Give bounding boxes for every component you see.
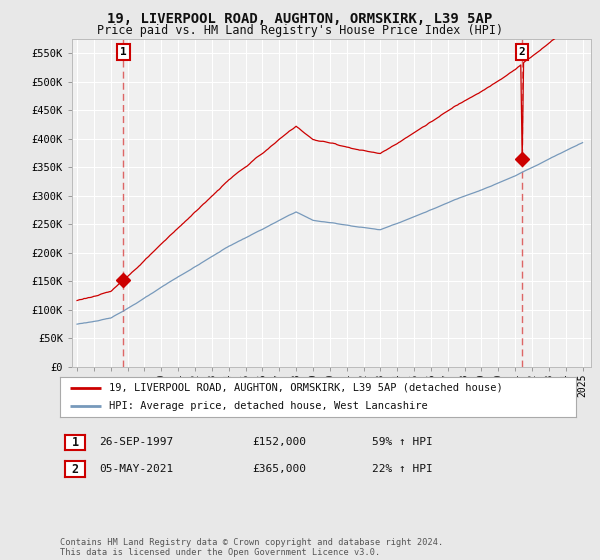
Text: Contains HM Land Registry data © Crown copyright and database right 2024.
This d: Contains HM Land Registry data © Crown c… — [60, 538, 443, 557]
Text: 19, LIVERPOOL ROAD, AUGHTON, ORMSKIRK, L39 5AP (detached house): 19, LIVERPOOL ROAD, AUGHTON, ORMSKIRK, L… — [109, 383, 503, 393]
Text: 05-MAY-2021: 05-MAY-2021 — [99, 464, 173, 474]
Text: 2: 2 — [519, 46, 526, 57]
Text: 1: 1 — [120, 46, 127, 57]
Text: Price paid vs. HM Land Registry's House Price Index (HPI): Price paid vs. HM Land Registry's House … — [97, 24, 503, 37]
Text: 2: 2 — [71, 463, 79, 476]
Text: £152,000: £152,000 — [252, 437, 306, 447]
Text: 1: 1 — [71, 436, 79, 449]
Text: 22% ↑ HPI: 22% ↑ HPI — [372, 464, 433, 474]
Text: HPI: Average price, detached house, West Lancashire: HPI: Average price, detached house, West… — [109, 402, 428, 411]
Text: 59% ↑ HPI: 59% ↑ HPI — [372, 437, 433, 447]
Text: £365,000: £365,000 — [252, 464, 306, 474]
Text: 26-SEP-1997: 26-SEP-1997 — [99, 437, 173, 447]
Text: 19, LIVERPOOL ROAD, AUGHTON, ORMSKIRK, L39 5AP: 19, LIVERPOOL ROAD, AUGHTON, ORMSKIRK, L… — [107, 12, 493, 26]
